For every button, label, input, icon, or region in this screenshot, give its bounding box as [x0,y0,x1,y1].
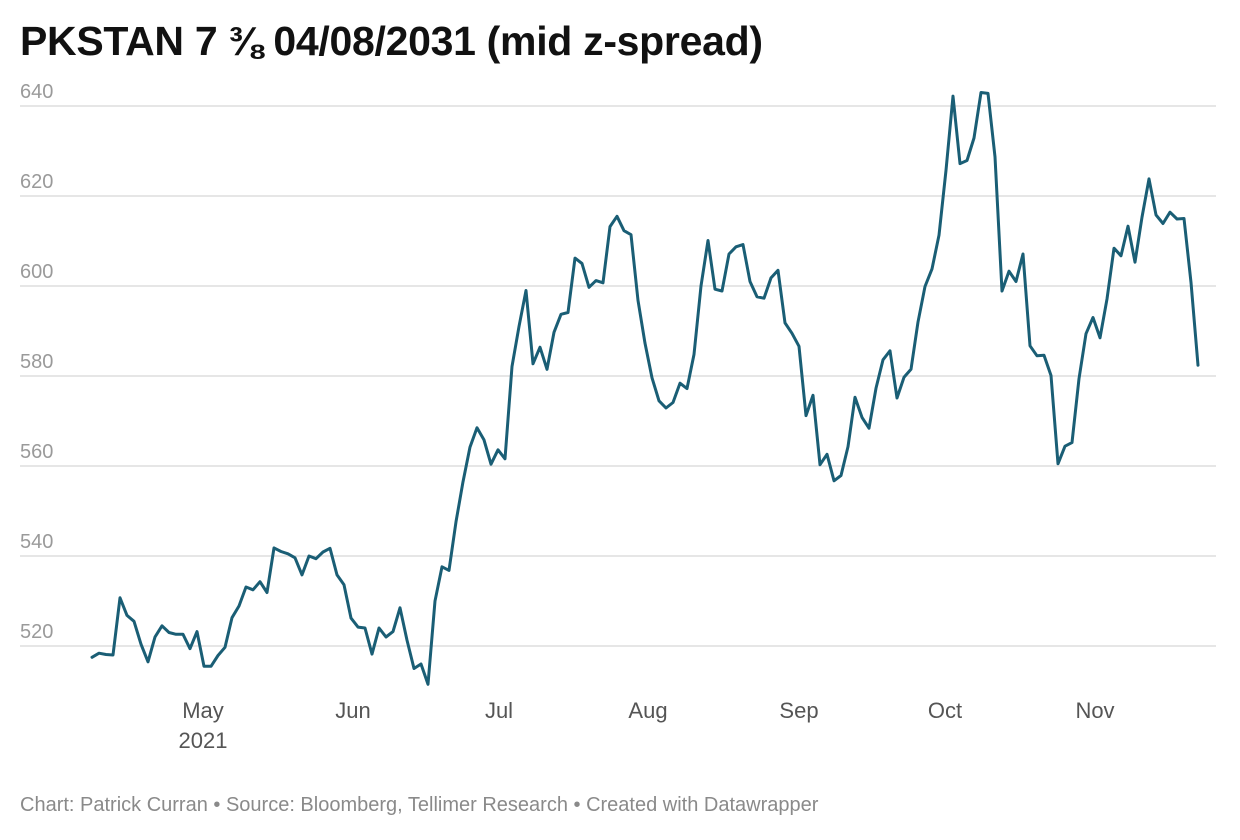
y-tick-label: 520 [20,621,53,643]
x-tick-label: Aug [628,698,667,723]
x-tick-label: Oct [928,698,962,723]
chart-footer: Chart: Patrick Curran • Source: Bloomber… [20,794,819,816]
y-axis: 520 540 560 580 600 620 640 [20,81,53,643]
x-tick-label: Jun [335,698,370,723]
x-tick-label: May [182,698,224,723]
series-line-0 [90,91,1200,686]
x-tick-label: Sep [779,698,818,723]
series-lines [90,91,1200,686]
x-tick-label: Nov [1075,698,1114,723]
y-tick-label: 640 [20,81,53,103]
y-tick-label: 560 [20,441,53,463]
y-tick-label: 540 [20,531,53,553]
y-tick-label: 600 [20,261,53,283]
y-tick-label: 580 [20,351,53,373]
gridlines [20,105,1216,647]
x-axis: May 2021 Jun Jul Aug Sep Oct Nov [179,698,1115,753]
x-tick-sublabel: 2021 [179,728,228,753]
chart-title: PKSTAN 7 ⅜ 04/08/2031 (mid z-spread) [20,18,763,64]
y-tick-label: 620 [20,171,53,193]
x-tick-label: Jul [485,698,513,723]
